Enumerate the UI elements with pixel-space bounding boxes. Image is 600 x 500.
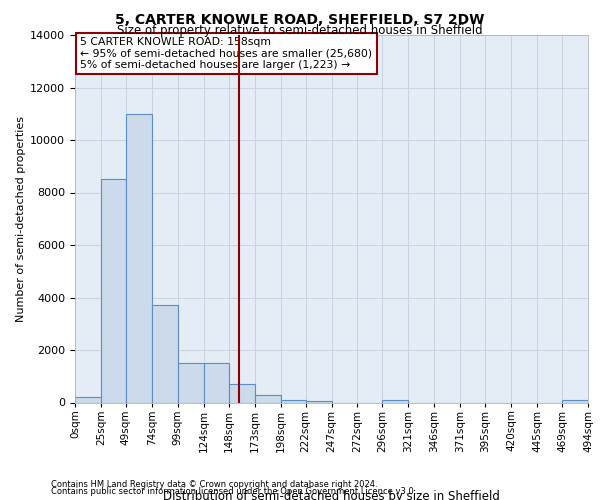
- Text: Contains public sector information licensed under the Open Government Licence v3: Contains public sector information licen…: [51, 487, 416, 496]
- Bar: [281, 400, 305, 402]
- Bar: [204, 363, 229, 403]
- Bar: [229, 384, 254, 402]
- X-axis label: Distribution of semi-detached houses by size in Sheffield: Distribution of semi-detached houses by …: [163, 490, 500, 500]
- Bar: [254, 394, 281, 402]
- Bar: [382, 400, 409, 402]
- Bar: [562, 400, 588, 402]
- Text: Size of property relative to semi-detached houses in Sheffield: Size of property relative to semi-detach…: [117, 24, 483, 37]
- Text: 5, CARTER KNOWLE ROAD, SHEFFIELD, S7 2DW: 5, CARTER KNOWLE ROAD, SHEFFIELD, S7 2DW: [115, 12, 485, 26]
- Text: 5 CARTER KNOWLE ROAD: 158sqm
← 95% of semi-detached houses are smaller (25,680)
: 5 CARTER KNOWLE ROAD: 158sqm ← 95% of se…: [80, 37, 372, 70]
- Bar: [75, 397, 101, 402]
- Y-axis label: Number of semi-detached properties: Number of semi-detached properties: [16, 116, 26, 322]
- Bar: [178, 363, 204, 403]
- Bar: [101, 180, 126, 402]
- Bar: [305, 401, 331, 402]
- Bar: [152, 306, 178, 402]
- Text: Contains HM Land Registry data © Crown copyright and database right 2024.: Contains HM Land Registry data © Crown c…: [51, 480, 377, 489]
- Bar: [126, 114, 152, 403]
